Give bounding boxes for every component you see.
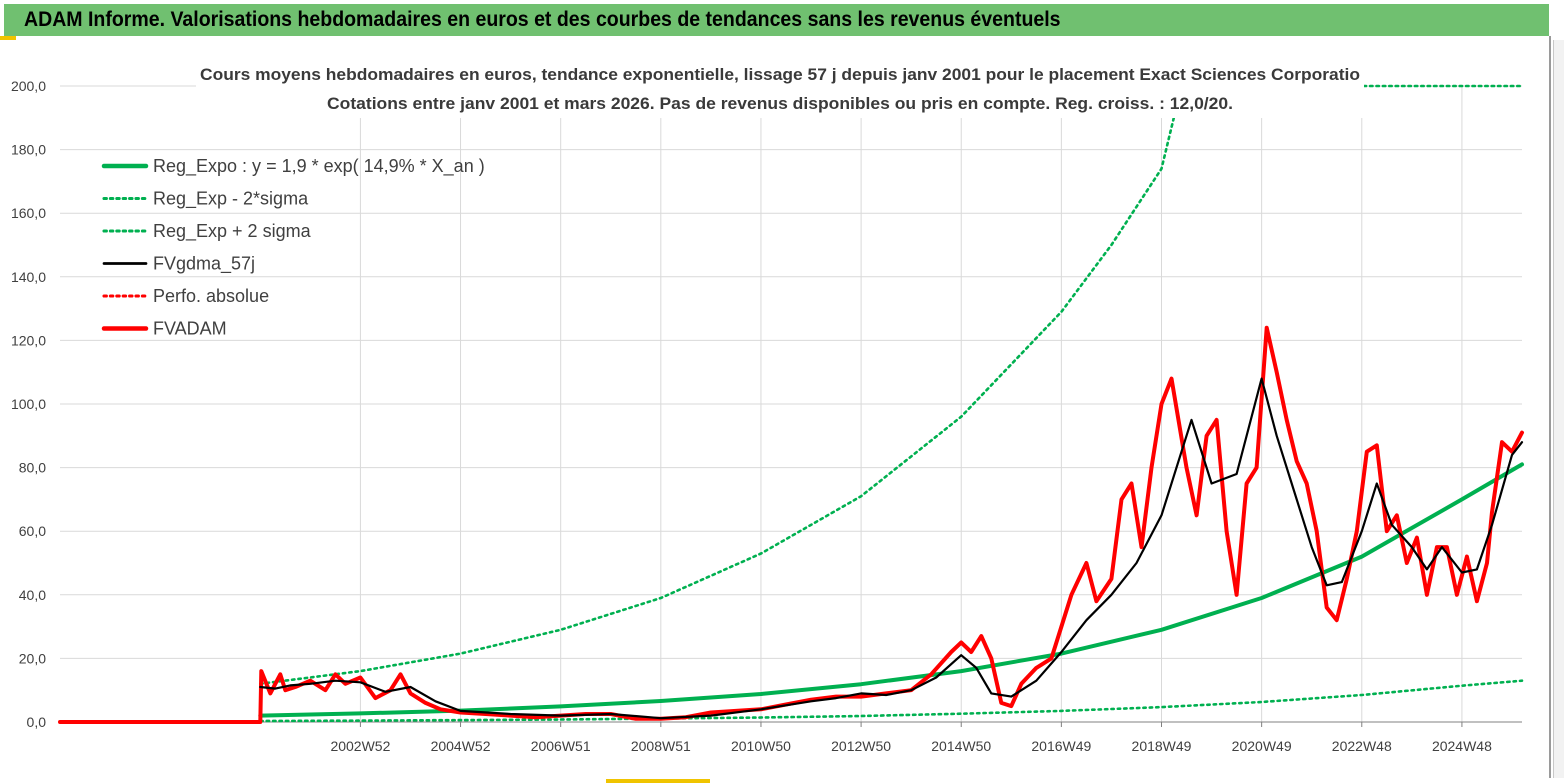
y-tick-label: 180,0 [11,142,46,158]
legend: Reg_Expo : y = 1,9 * exp( 14,9% * X_an )… [101,156,485,339]
x-tick-label: 2016W49 [1031,738,1091,754]
x-tick-label: 2014W50 [931,738,991,754]
x-tick-label: 2010W50 [731,738,791,754]
y-tick-label: 80,0 [19,460,46,476]
y-tick-label: 120,0 [11,332,46,348]
legend-label: Perfo. absolue [153,286,269,306]
right-frame-border [1549,36,1551,778]
legend-label: Reg_Exp - 2*sigma [153,189,309,210]
x-tick-label: 2006W51 [531,738,591,754]
banner-title: ADAM Informe. Valorisations hebdomadaire… [24,8,1061,31]
series-line-0 [258,462,1524,718]
legend-label: Reg_Exp + 2 sigma [153,221,312,242]
y-tick-label: 40,0 [19,587,46,603]
chart-title: Cours moyens hebdomadaires en euros, ten… [200,65,1360,84]
legend-label: Reg_Expo : y = 1,9 * exp( 14,9% * X_an ) [153,156,485,177]
chart-subtitle: Cotations entre janv 2001 et mars 2026. … [327,94,1233,113]
right-frame-border-inner [1553,40,1564,778]
y-tick-label: 60,0 [19,523,46,539]
y-tick-labels: 0,0 20,0 40,0 60,0 80,0 100,0 120,0 140,0 160,0 1… [11,78,46,730]
gridlines [60,85,1522,722]
x-tick-label: 2002W52 [330,738,390,754]
y-tick-label: 20,0 [19,650,46,666]
legend-label: FVADAM [153,319,227,339]
edge-mark-top-left [0,36,16,40]
x-tick-label: 2004W52 [431,738,491,754]
x-tick-label: 2012W50 [831,738,891,754]
y-tick-label: 0,0 [27,714,47,730]
y-tick-label: 160,0 [11,205,46,221]
title-banner: ADAM Informe. Valorisations hebdomadaire… [4,4,1549,36]
series-line-3 [259,377,1524,720]
x-tick-label: 2022W48 [1332,738,1392,754]
series-line-1 [258,679,1524,723]
chart-title-background [196,58,1364,118]
x-tick-label: 2020W49 [1232,738,1292,754]
series-line-5 [58,325,1524,724]
x-tick-label: 2008W51 [631,738,691,754]
y-tick-label: 200,0 [11,78,46,94]
x-tick-label: 2018W49 [1132,738,1192,754]
y-tick-label: 140,0 [11,269,46,285]
legend-label: FVgdma_57j [153,254,255,275]
edge-mark-bottom [606,779,710,783]
y-tick-label: 100,0 [11,396,46,412]
x-tick-labels: 2002W52 2004W52 2006W51 2008W51 2010W50 2012W… [330,722,1492,754]
x-tick-label: 2024W48 [1432,738,1492,754]
